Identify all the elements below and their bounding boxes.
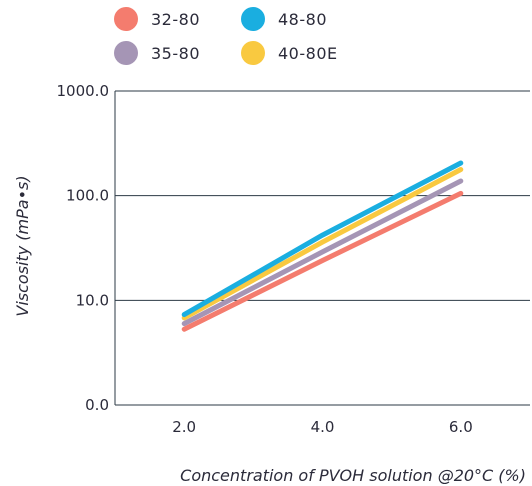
y-tick-label: 1000.0 [57,82,110,100]
y-tick-label: 10.0 [76,291,109,309]
y-axis-ticks: 0.0 10.0 100.0 1000.0 [57,82,110,414]
y-tick-label: 0.0 [85,396,109,414]
legend-swatch [241,7,265,31]
legend-label: 40-80E [278,44,338,63]
legend-item-48-80: 48-80 [241,7,327,31]
legend-swatch [114,7,138,31]
legend-swatch [114,41,138,65]
legend-item-40-80E: 40-80E [241,41,338,65]
series-line-32-80 [181,190,464,332]
series-lines [181,160,464,332]
series-line-35-80 [181,178,464,327]
grid-lines [115,90,530,301]
legend-item-35-80: 35-80 [114,41,200,65]
series-line-40-80E [181,167,464,321]
legend-label: 48-80 [278,10,327,29]
x-tick-label: 6.0 [449,418,473,436]
legend: 32-80 35-80 48-80 40-80E [114,7,338,65]
legend-item-32-80: 32-80 [114,7,200,31]
legend-label: 35-80 [151,44,200,63]
legend-swatch [241,41,265,65]
axes [114,91,530,406]
x-tick-label: 2.0 [172,418,196,436]
y-axis-title: Viscosity (mPa•s) [13,175,32,316]
y-tick-label: 100.0 [66,187,109,205]
series-line-48-80 [181,160,464,318]
x-axis-title: Concentration of PVOH solution @20°C (%) [180,466,526,485]
x-axis-ticks: 2.0 4.0 6.0 [172,418,473,436]
legend-label: 32-80 [151,10,200,29]
x-tick-label: 4.0 [311,418,335,436]
